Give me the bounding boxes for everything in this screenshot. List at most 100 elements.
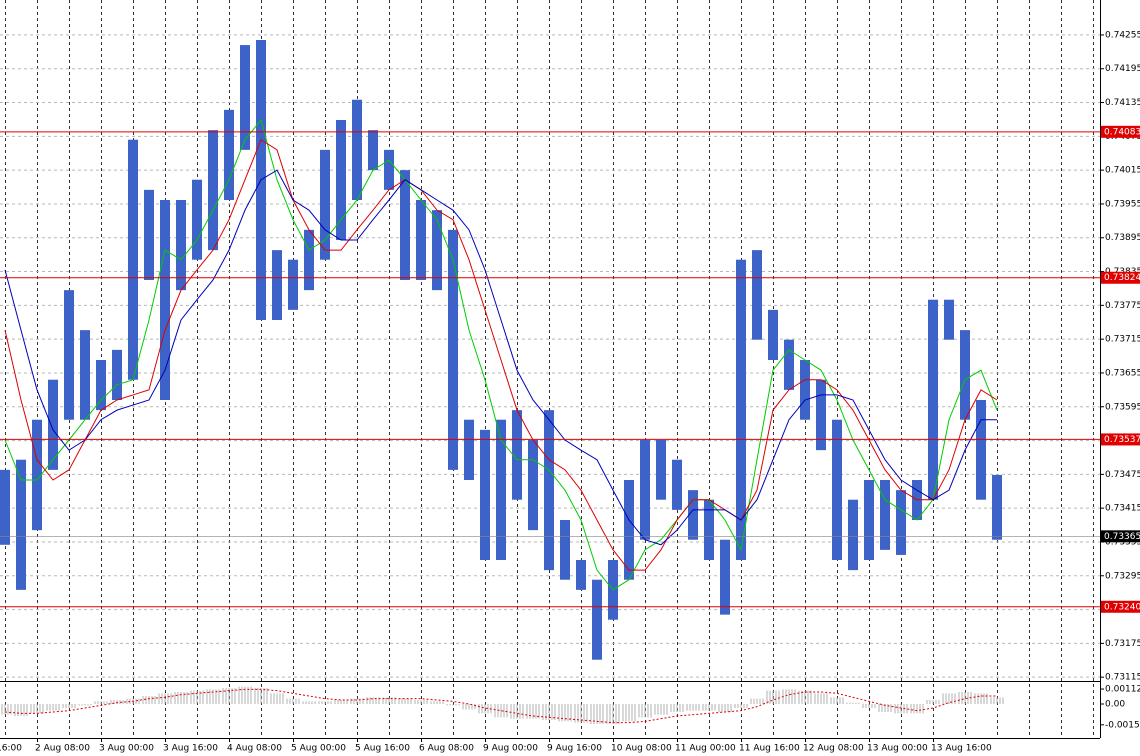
price-bar <box>544 410 554 571</box>
x-tick-label: 13 Aug 00:00 <box>867 744 928 754</box>
price-bar <box>944 299 954 340</box>
x-tick-label: 5 Aug 00:00 <box>291 744 346 754</box>
price-bar <box>240 45 250 150</box>
price-bar <box>96 360 106 411</box>
price-bar <box>208 130 218 251</box>
price-bar <box>928 299 938 500</box>
x-tick-label: 13 Aug 16:00 <box>931 744 992 754</box>
osc-y-tick-label: 0.001122 <box>1105 685 1140 695</box>
price-bar <box>672 459 682 510</box>
price-bar <box>432 210 442 291</box>
x-tick-label: 9 Aug 16:00 <box>547 744 602 754</box>
price-bar <box>592 579 602 660</box>
moving-average <box>4 169 997 546</box>
price-bar <box>144 189 154 280</box>
price-bar <box>560 520 570 580</box>
x-tick-label: 11 Aug 00:00 <box>675 744 736 754</box>
level-tag <box>1101 271 1140 284</box>
y-tick-label: 0.74135 <box>1105 98 1140 108</box>
price-bar <box>112 349 122 400</box>
price-bar <box>160 200 170 400</box>
y-tick-label: 0.73775 <box>1105 301 1140 311</box>
y-tick-label: 0.73415 <box>1105 504 1140 514</box>
price-bar <box>832 419 842 560</box>
price-bar <box>416 200 426 280</box>
level-tag <box>1101 433 1140 446</box>
price-bar <box>352 99 362 200</box>
price-bar <box>816 379 826 451</box>
price-bar <box>48 379 58 470</box>
price-bar <box>576 560 586 590</box>
price-bar <box>176 200 186 291</box>
plot <box>0 40 1100 724</box>
price-bar <box>736 259 746 560</box>
price-bar <box>880 480 890 550</box>
y-tick-label: 0.73355 <box>1105 537 1140 547</box>
price-bar <box>128 139 138 380</box>
x-tick-label: 2 Aug 08:00 <box>35 744 90 754</box>
level-label: 0.73824 <box>1104 273 1140 283</box>
price-bar <box>384 149 394 190</box>
price-bar <box>720 539 730 615</box>
price-bar <box>272 250 282 320</box>
price-bar <box>192 179 202 260</box>
y-tick-label: 0.73955 <box>1105 199 1140 209</box>
price-bar <box>480 429 490 560</box>
price-bar <box>976 400 986 500</box>
price-bar <box>768 309 778 360</box>
price-bar <box>656 440 666 500</box>
price-bar <box>320 149 330 260</box>
price-bar <box>64 290 74 420</box>
x-tick-label: 9 Aug 00:00 <box>483 744 538 754</box>
y-tick-label: 0.73715 <box>1105 335 1140 345</box>
moving-average <box>4 118 998 591</box>
x-tick-label: 12 Aug 08:00 <box>803 744 864 754</box>
y-tick-label: 0.73655 <box>1105 368 1140 378</box>
y-tick-label: 0.73595 <box>1105 402 1140 412</box>
price-bar <box>704 499 714 560</box>
price-bar <box>640 440 650 540</box>
price-bar <box>688 490 698 540</box>
price-bar <box>464 419 474 480</box>
osc-y-tick-label: -0.00156 <box>1105 720 1140 730</box>
level-label: 0.73537 <box>1104 435 1140 445</box>
price-bar <box>784 339 794 390</box>
price-bar <box>16 459 26 590</box>
y-tick-label: 0.73115 <box>1105 673 1140 683</box>
y-tick-label: 0.74195 <box>1105 64 1140 74</box>
x-edge-label: 16:00 <box>0 744 22 754</box>
y-tick-label: 0.73295 <box>1105 571 1140 581</box>
price-bar <box>496 419 506 560</box>
price-bar <box>800 360 810 420</box>
price-bar <box>224 109 234 200</box>
price-bar <box>848 499 858 571</box>
level-tag <box>1101 600 1140 613</box>
y-tick-label: 0.73475 <box>1105 470 1140 480</box>
price-bar <box>624 480 634 580</box>
price-bar <box>752 250 762 340</box>
price-bar <box>896 490 906 555</box>
y-tick-label: 0.74015 <box>1105 166 1140 176</box>
level-tag <box>1101 125 1140 138</box>
price-bar <box>80 330 90 420</box>
price-bar <box>512 410 522 500</box>
price-bar <box>32 419 42 531</box>
price-bar <box>0 469 10 545</box>
price-bar <box>448 229 458 470</box>
price-bar <box>992 474 1002 540</box>
level-label: 0.73240 <box>1104 602 1140 612</box>
price-bar <box>528 440 538 531</box>
price-bar <box>304 229 314 291</box>
price-bar <box>368 130 378 171</box>
x-tick-label: 6 Aug 08:00 <box>419 744 474 754</box>
x-tick-label: 5 Aug 16:00 <box>355 744 410 754</box>
y-tick-label: 0.73175 <box>1105 639 1140 649</box>
x-tick-label: 3 Aug 16:00 <box>163 744 218 754</box>
x-tick-label: 10 Aug 08:00 <box>611 744 672 754</box>
price-bar <box>336 120 346 240</box>
x-tick-label: 4 Aug 08:00 <box>227 744 282 754</box>
y-tick-label: 0.74255 <box>1105 30 1140 40</box>
osc-y-tick-label: 0.00 <box>1105 700 1125 710</box>
